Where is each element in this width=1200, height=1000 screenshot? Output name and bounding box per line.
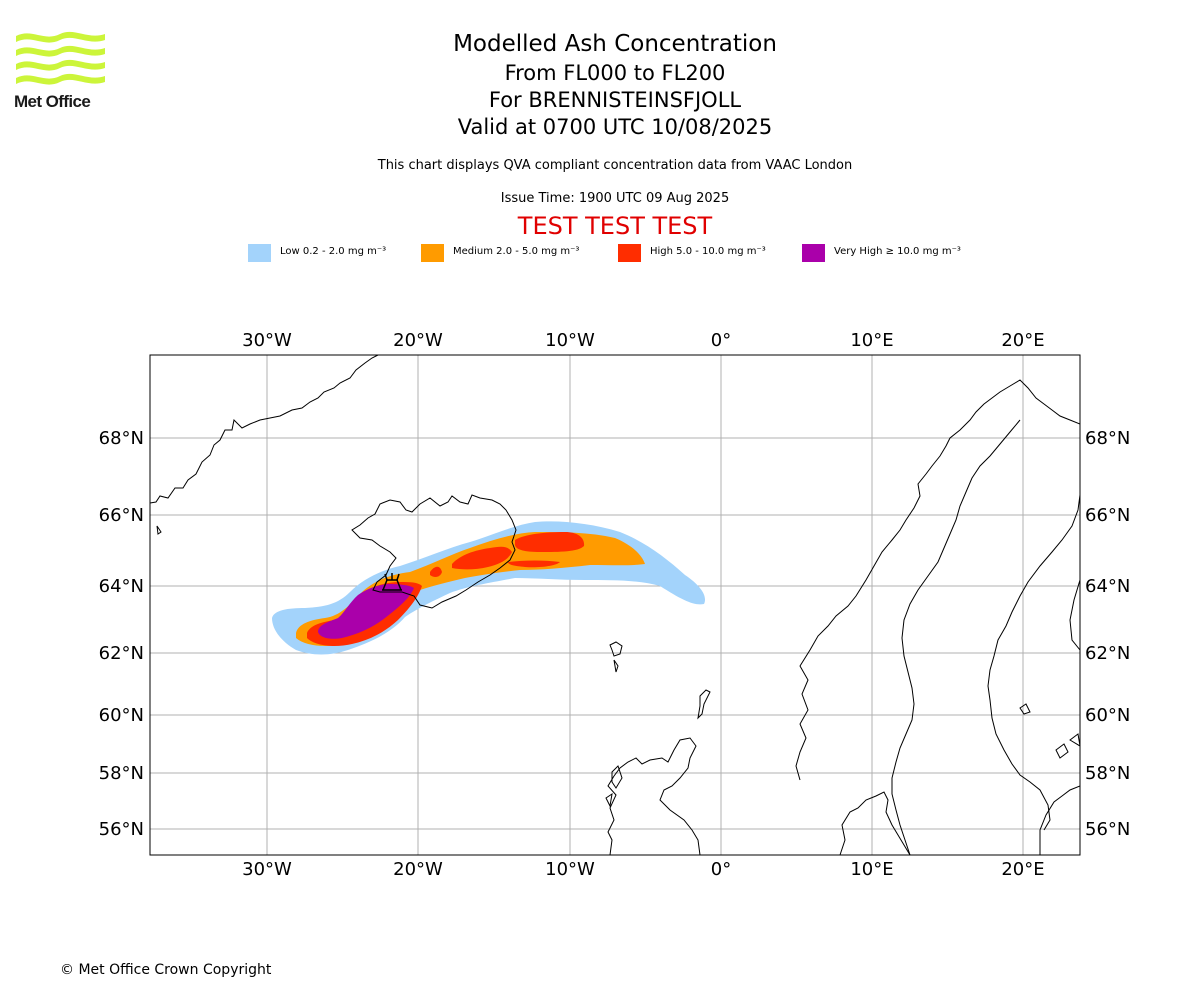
lon-label-top: 20°W	[393, 330, 443, 351]
coastline-greenland-islet	[156, 525, 162, 535]
lat-label-right: 58°N	[1085, 763, 1130, 784]
coastline-baltic-inner	[891, 419, 1021, 855]
longitude-labels-top: 30°W 20°W 10°W 0° 10°E 20°E	[242, 330, 1044, 351]
copyright-footer: © Met Office Crown Copyright	[60, 962, 272, 978]
lat-label-left: 66°N	[99, 505, 144, 526]
lat-label-right: 68°N	[1085, 428, 1130, 449]
lon-label-top: 10°W	[545, 330, 595, 351]
legend-label-low: Low 0.2 - 2.0 mg m⁻³	[280, 246, 387, 257]
chart-header: Modelled Ash Concentration From FL000 to…	[300, 28, 930, 141]
coastline-shetland	[697, 689, 711, 720]
concentration-legend: Low 0.2 - 2.0 mg m⁻³ Medium 2.0 - 5.0 mg…	[0, 244, 1200, 264]
coastline-finland	[1069, 579, 1080, 651]
legend-swatch-medium	[421, 244, 444, 262]
lon-label-bottom: 20°W	[393, 859, 443, 880]
flight-level-range: From FL000 to FL200	[504, 61, 726, 85]
ash-region-very-high	[318, 584, 414, 639]
legend-label-high: High 5.0 - 10.0 mg m⁻³	[650, 246, 766, 257]
lat-label-left: 64°N	[99, 576, 144, 597]
valid-time: Valid at 0700 UTC 10/08/2025	[457, 115, 773, 139]
lon-label-bottom: 10°E	[850, 859, 893, 880]
longitude-labels-bottom: 30°W 20°W 10°W 0° 10°E 20°E	[242, 859, 1044, 880]
lon-label-bottom: 20°E	[1001, 859, 1044, 880]
lon-label-bottom: 0°	[711, 859, 731, 880]
coastline-hebrides	[605, 765, 623, 808]
coastlines	[150, 355, 1080, 855]
coastline-norway-west	[795, 379, 1080, 781]
lat-label-right: 64°N	[1085, 576, 1130, 597]
map-frame	[149, 354, 1081, 856]
latitude-labels-left: 68°N 66°N 64°N 62°N 60°N 58°N 56°N	[99, 428, 144, 840]
lat-label-left: 60°N	[99, 705, 144, 726]
coastline-faroe-islands	[609, 641, 623, 673]
lat-label-right: 60°N	[1085, 705, 1130, 726]
lon-label-bottom: 10°W	[545, 859, 595, 880]
issue-time: Issue Time: 1900 UTC 09 Aug 2025	[500, 191, 730, 206]
legend-swatch-low	[248, 244, 271, 262]
lat-label-left: 56°N	[99, 819, 144, 840]
lon-label-bottom: 30°W	[242, 859, 292, 880]
ash-plume	[272, 521, 706, 655]
coastline-scotland	[607, 737, 701, 855]
coastline-denmark	[1039, 785, 1080, 855]
coastline-sweden-east	[987, 494, 1080, 831]
legend-swatch-very-high	[802, 244, 825, 262]
lat-label-left: 58°N	[99, 763, 144, 784]
lat-label-left: 68°N	[99, 428, 144, 449]
lat-label-right: 62°N	[1085, 643, 1130, 664]
legend-swatch-high	[618, 244, 641, 262]
met-office-logo: Met Office	[14, 30, 109, 111]
met-office-logo-text: Met Office	[14, 92, 91, 111]
map-gridlines	[150, 355, 1080, 855]
lat-label-left: 62°N	[99, 643, 144, 664]
coastline-greenland	[150, 355, 379, 504]
volcano-marker-icon	[382, 573, 402, 591]
lon-label-top: 10°E	[850, 330, 893, 351]
coastline-iceland	[351, 494, 517, 609]
chart-title: Modelled Ash Concentration	[453, 31, 777, 57]
lon-label-top: 0°	[711, 330, 731, 351]
lat-label-right: 66°N	[1085, 505, 1130, 526]
ash-concentration-map: 30°W 20°W 10°W 0° 10°E 20°E 30°W 20°W 10…	[99, 330, 1131, 880]
coastline-scandinavia	[839, 791, 911, 855]
lon-label-top: 30°W	[242, 330, 292, 351]
latitude-labels-right: 68°N 66°N 64°N 62°N 60°N 58°N 56°N	[1085, 428, 1130, 840]
volcano-name: For BRENNISTEINSFJOLL	[488, 88, 742, 112]
legend-label-medium: Medium 2.0 - 5.0 mg m⁻³	[453, 246, 580, 257]
compliance-note: This chart displays QVA compliant concen…	[377, 158, 853, 173]
coastline-islands-baltic	[1019, 703, 1080, 759]
lon-label-top: 20°E	[1001, 330, 1044, 351]
lat-label-right: 56°N	[1085, 819, 1130, 840]
test-banner: TEST TEST TEST	[517, 212, 713, 240]
legend-label-very-high: Very High ≥ 10.0 mg m⁻³	[834, 246, 961, 257]
met-office-wave-icon	[16, 31, 105, 85]
